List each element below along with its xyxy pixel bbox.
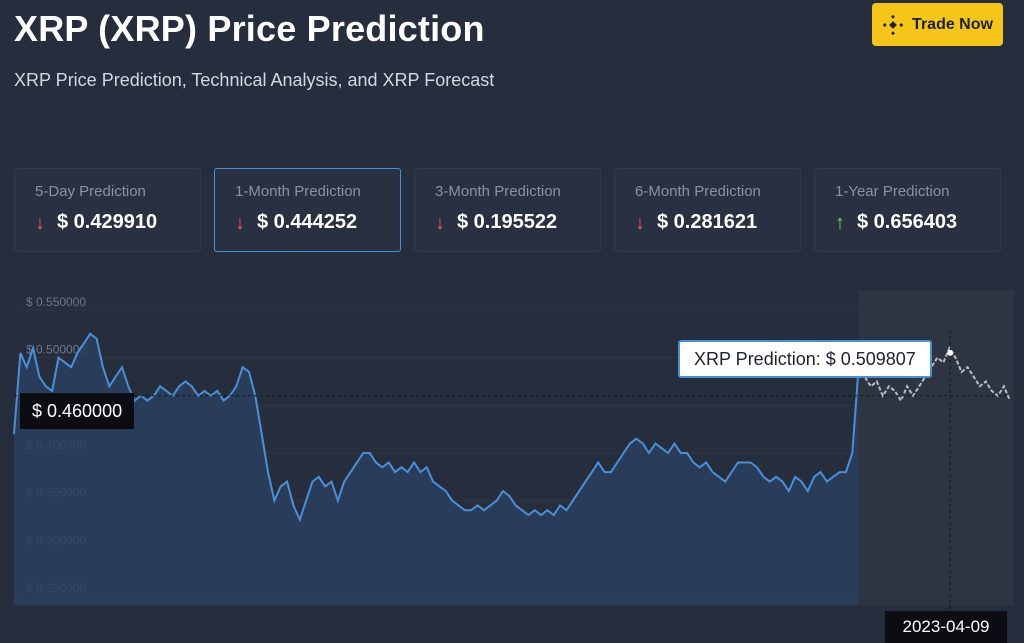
y-tick-label: $ 0.550000 [26, 295, 86, 309]
arrow-down-icon: ↓ [435, 211, 445, 234]
prediction-cards: 5-Day Prediction ↓ $ 0.429910 1-Month Pr… [14, 168, 1001, 252]
current-price-label: $ 0.460000 [20, 393, 135, 429]
prediction-card-5-day[interactable]: 5-Day Prediction ↓ $ 0.429910 [14, 168, 201, 252]
card-label: 6-Month Prediction [635, 183, 761, 200]
card-label: 3-Month Prediction [435, 183, 561, 200]
page-subtitle: XRP Price Prediction, Technical Analysis… [14, 70, 495, 90]
arrow-down-icon: ↓ [35, 211, 45, 234]
page-title: XRP (XRP) Price Prediction [14, 8, 485, 49]
binance-logo-icon [882, 14, 904, 36]
forecast-region [858, 290, 1014, 606]
history-area [14, 333, 859, 606]
card-label: 1-Year Prediction [835, 183, 950, 200]
arrow-down-icon: ↓ [635, 211, 645, 234]
card-label: 5-Day Prediction [35, 183, 146, 200]
trade-now-label: Trade Now [912, 15, 993, 33]
price-chart[interactable]: $ 0.550000$ 0.500000$ 0.450000$ 0.400000… [0, 290, 1024, 643]
arrow-down-icon: ↓ [235, 211, 245, 234]
prediction-card-6-month[interactable]: 6-Month Prediction ↓ $ 0.281621 [614, 168, 801, 252]
card-value: $ 0.429910 [57, 211, 158, 233]
card-value: $ 0.656403 [857, 211, 958, 233]
forecast-series-line [857, 345, 1011, 403]
y-tick-label: $ 0.500000 [26, 343, 86, 357]
card-value: $ 0.195522 [457, 211, 558, 233]
highlight-point [947, 349, 954, 356]
prediction-card-3-month[interactable]: 3-Month Prediction ↓ $ 0.195522 [414, 168, 601, 252]
arrow-up-icon: ↑ [835, 211, 845, 234]
prediction-tooltip: XRP Prediction: $ 0.509807 [678, 340, 932, 378]
date-label: 2023-04-09 [885, 611, 1007, 643]
trade-now-button[interactable]: Trade Now [872, 3, 1003, 46]
card-value: $ 0.444252 [257, 211, 358, 233]
card-value: $ 0.281621 [657, 211, 758, 233]
prediction-card-1-year[interactable]: 1-Year Prediction ↑ $ 0.656403 [814, 168, 1001, 252]
prediction-card-1-month[interactable]: 1-Month Prediction ↓ $ 0.444252 [214, 168, 401, 252]
card-label: 1-Month Prediction [235, 183, 361, 200]
history-series-line [13, 332, 860, 523]
